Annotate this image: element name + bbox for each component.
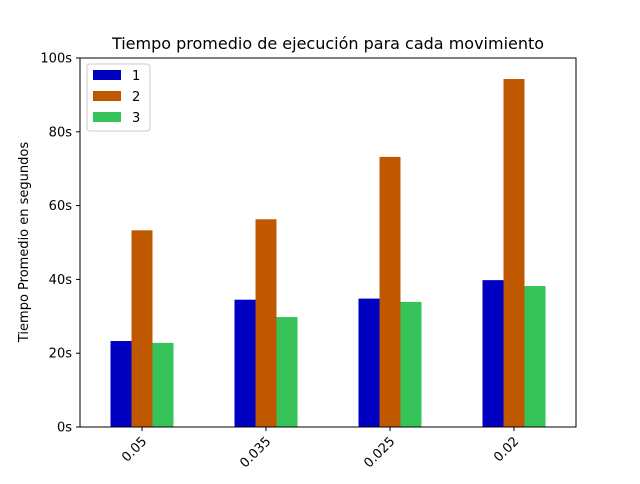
y-tick-label: 0s [57,421,72,436]
bar-series-2-0.05 [131,230,153,427]
bar-series-1-0.035 [234,299,256,427]
bars-layer [110,79,546,428]
x-tick-label: 0.025 [361,434,398,471]
bar-series-2-0.02 [503,79,525,428]
x-tick-label: 0.02 [491,434,522,465]
y-axis-label: Tiempo Promedio en segundos [17,142,32,343]
legend: 1 2 3 [86,63,151,132]
y-axis: 0s 20s 40s 60s 80s 100s [40,52,80,436]
bar-series-1-0.05 [110,341,132,427]
legend-swatch-2 [93,91,121,101]
y-tick-label: 80s [49,125,73,140]
y-tick-label: 100s [40,52,72,67]
bar-series-3-0.02 [524,286,546,427]
x-axis: 0.05 0.035 0.025 0.02 [119,427,522,471]
x-tick-label: 0.035 [237,434,274,471]
legend-swatch-1 [93,70,121,80]
legend-label-3: 3 [132,111,140,126]
x-tick-label: 0.05 [119,434,150,465]
bar-series-1-0.025 [358,298,380,427]
y-tick-label: 40s [49,273,73,288]
bar-series-2-0.025 [379,156,401,427]
bar-series-3-0.05 [152,342,174,427]
chart-title: Tiempo promedio de ejecución para cada m… [111,34,544,53]
bar-series-3-0.035 [276,317,298,427]
plot-frame [79,57,577,428]
legend-label-1: 1 [132,69,140,84]
y-tick-label: 60s [49,199,73,214]
y-tick-label: 20s [49,347,73,362]
legend-swatch-3 [93,112,121,122]
bar-series-3-0.025 [400,301,422,427]
bar-series-1-0.02 [482,280,504,427]
bar-series-2-0.035 [255,219,277,427]
legend-label-2: 2 [132,90,140,105]
